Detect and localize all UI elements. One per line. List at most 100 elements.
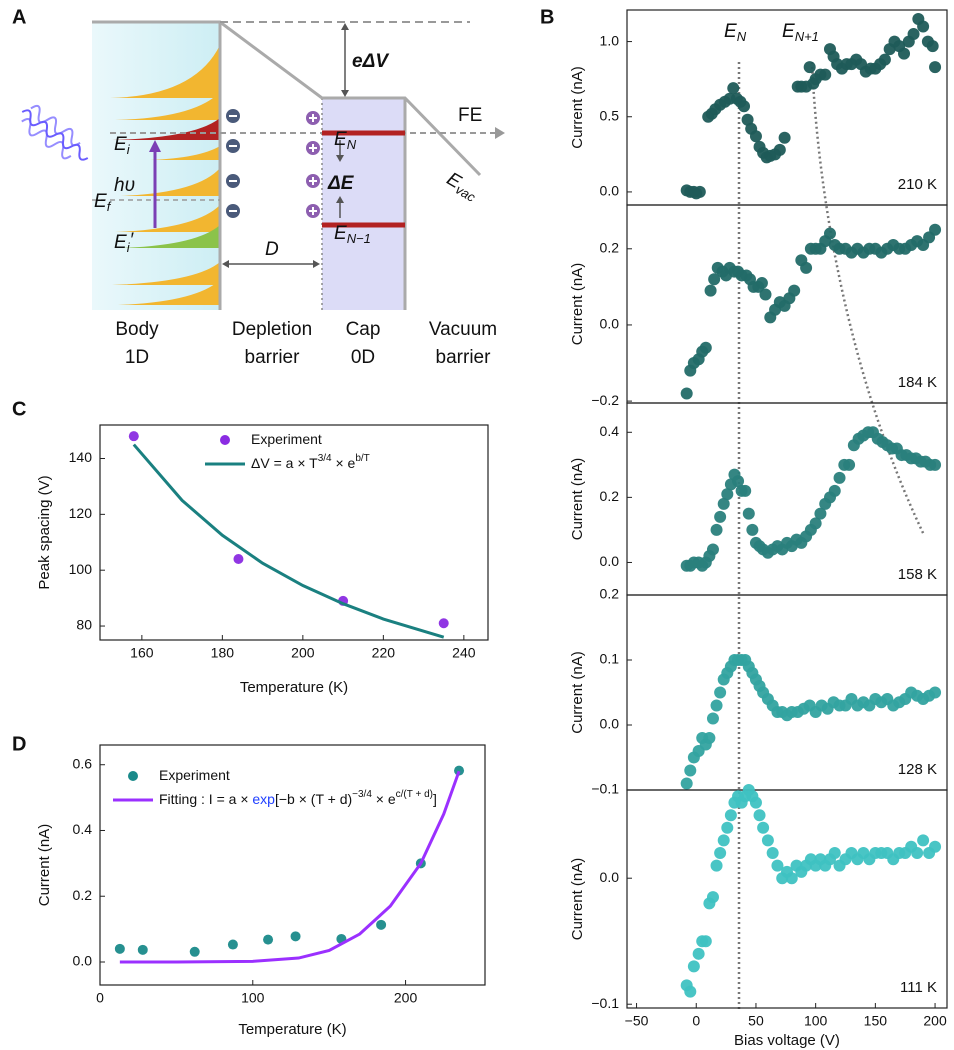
symbol: E xyxy=(724,21,737,42)
data-point xyxy=(800,261,813,274)
data-point xyxy=(680,387,693,400)
y-axis-label: Current (nA) xyxy=(569,263,586,346)
legend-swatch xyxy=(128,771,138,781)
legend-text: [−b × (T + d) xyxy=(275,791,352,807)
data-point xyxy=(788,284,801,297)
photon-label: hυ xyxy=(114,175,135,196)
data-point xyxy=(809,517,822,530)
y-tick-label: 1.0 xyxy=(600,32,620,48)
data-point xyxy=(703,732,716,744)
subscript: N−1 xyxy=(347,231,371,246)
plot-frame xyxy=(626,789,948,1009)
y-tick-label: 0.4 xyxy=(600,423,620,439)
data-point xyxy=(128,431,139,442)
level-label: EN xyxy=(334,129,357,152)
x-tick-label: 0 xyxy=(692,1013,700,1029)
legend-label: Experiment xyxy=(159,767,230,783)
y-axis-label: Current (nA) xyxy=(36,824,53,907)
data-point xyxy=(803,61,816,74)
data-point xyxy=(828,847,841,860)
y-tick-label: 0.2 xyxy=(600,239,620,255)
panel-temperature: 158 K xyxy=(898,566,937,583)
x-axis-label: Temperature (K) xyxy=(238,1021,346,1038)
data-point xyxy=(721,488,734,501)
y-tick-label: 0.2 xyxy=(600,586,620,602)
data-point xyxy=(717,834,730,847)
x-tick-label: 50 xyxy=(748,1013,764,1029)
data-point xyxy=(929,840,942,853)
laser-icon xyxy=(21,104,89,161)
y-tick-label: 140 xyxy=(69,449,93,465)
y-tick-label: 0.0 xyxy=(600,316,620,332)
data-point xyxy=(929,458,942,471)
data-point xyxy=(739,484,752,497)
y-axis-label: Current (nA) xyxy=(569,651,586,734)
data-point xyxy=(814,507,827,520)
level-label: Ei xyxy=(114,134,131,157)
data-point xyxy=(137,944,148,955)
data-point xyxy=(714,510,727,523)
region-label: 0D xyxy=(351,347,375,368)
y-tick-label: 0.2 xyxy=(73,887,93,903)
legend-label: Experiment xyxy=(251,431,322,447)
data-point xyxy=(926,40,939,53)
data-point xyxy=(710,699,723,712)
data-point xyxy=(911,847,924,860)
data-point xyxy=(114,943,125,954)
y-tick-label: 0.1 xyxy=(600,651,620,667)
legend-text: 3/4 xyxy=(318,453,332,464)
region-label: Depletion xyxy=(232,319,312,340)
y-axis-label: Peak spacing (V) xyxy=(36,475,53,589)
delta-e-label: ΔE xyxy=(327,173,355,194)
data-point xyxy=(706,712,719,725)
legend-swatch xyxy=(220,435,230,445)
data-point xyxy=(693,185,706,198)
data-point xyxy=(727,82,740,95)
data-point xyxy=(717,497,730,510)
panel-temperature: 111 K xyxy=(900,979,937,996)
y-tick-label: 0.5 xyxy=(600,107,620,123)
x-axis-label: Bias voltage (V) xyxy=(734,1032,840,1049)
data-point xyxy=(843,458,856,471)
region-label: Cap xyxy=(346,319,381,340)
data-point xyxy=(233,554,244,565)
data-point xyxy=(766,847,779,860)
data-point xyxy=(714,847,727,860)
x-tick-label: 240 xyxy=(452,645,476,661)
data-point xyxy=(898,47,911,60)
data-point xyxy=(189,946,200,957)
level-label: Ei′ xyxy=(114,230,135,255)
y-tick-label: 80 xyxy=(76,617,92,633)
data-point xyxy=(828,484,841,497)
data-point xyxy=(699,935,712,948)
data-point xyxy=(263,934,274,945)
legend-text: −3/4 xyxy=(352,789,372,800)
legend-label: Fitting : I = a × exp[−b × (T + d)−3/4 ×… xyxy=(159,789,437,807)
panel-label: A xyxy=(12,6,26,28)
data-point xyxy=(454,765,465,776)
x-axis-label: Temperature (K) xyxy=(240,679,348,696)
y-axis-label: Current (nA) xyxy=(569,858,586,941)
data-point xyxy=(680,777,693,790)
legend-text: Experiment xyxy=(159,767,230,783)
data-point xyxy=(878,53,891,66)
data-point xyxy=(759,288,772,301)
symbol: E xyxy=(782,21,795,42)
panel-label: C xyxy=(12,398,26,420)
fit-line xyxy=(132,443,445,639)
x-tick-label: 200 xyxy=(394,990,418,1006)
delta-v-label: eΔV xyxy=(352,51,389,72)
y-tick-label: 120 xyxy=(69,505,93,521)
panel-temperature: 128 K xyxy=(898,761,937,778)
data-point xyxy=(771,859,784,872)
x-tick-label: 150 xyxy=(864,1013,888,1029)
subscript: i xyxy=(127,142,131,157)
fermi-label: Ef xyxy=(94,191,112,214)
region-label: Vacuum xyxy=(429,319,497,340)
data-point xyxy=(929,223,942,236)
data-point xyxy=(742,507,755,520)
data-point xyxy=(438,618,449,629)
data-point xyxy=(761,834,774,847)
symbol: E xyxy=(334,129,347,150)
x-tick-label: 200 xyxy=(291,645,315,661)
